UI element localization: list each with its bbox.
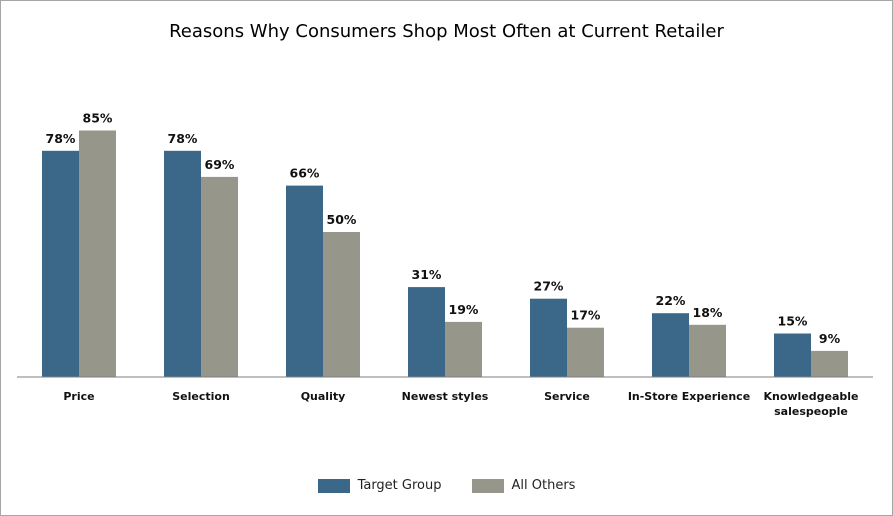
bar-all-others-knowledgeable-salespeople (811, 350, 848, 377)
legend-label-all-others: All Others (511, 478, 576, 493)
data-label-all-others-service: 17% (571, 308, 601, 323)
bar-all-others-service (567, 327, 604, 377)
bar-all-others-newest-styles (445, 321, 482, 377)
bar-target-group-newest-styles (408, 287, 445, 377)
labels-group: 78% 85% Price 78% 69% Selection 66% 50% Quality 3… (46, 111, 859, 419)
category-label-service: Service (544, 390, 590, 403)
bar-target-group-quality (286, 185, 323, 377)
category-label-knowledgeable-salespeople: Knowledgeable salespeople (763, 390, 858, 418)
bar-all-others-selection (201, 176, 238, 377)
legend-item-all-others: All Others (471, 478, 576, 493)
category-label-newest-styles: Newest styles (402, 390, 489, 403)
data-label-target-group-quality: 66% (290, 166, 320, 181)
data-label-all-others-price: 85% (83, 111, 113, 126)
legend-label-target-group: Target Group (357, 478, 442, 493)
bar-target-group-knowledgeable-salespeople (774, 333, 811, 377)
legend-swatch-target-group (317, 478, 350, 493)
bar-target-group-price (42, 150, 79, 377)
category-label-in-store-experience: In-Store Experience (628, 390, 750, 403)
chart-title: Reasons Why Consumers Shop Most Often at… (169, 21, 724, 42)
data-label-target-group-service: 27% (534, 279, 564, 294)
legend-swatch-all-others (471, 478, 504, 493)
data-label-target-group-in-store-experience: 22% (656, 293, 686, 308)
legend: Target Group All Others (0, 478, 893, 493)
bar-target-group-selection (164, 150, 201, 377)
bar-all-others-price (79, 130, 116, 377)
bar-target-group-in-store-experience (652, 313, 689, 377)
data-label-all-others-quality: 50% (327, 212, 357, 227)
legend-item-target-group: Target Group (317, 478, 442, 493)
data-label-target-group-knowledgeable-salespeople: 15% (778, 314, 808, 329)
bar-all-others-in-store-experience (689, 324, 726, 377)
data-label-target-group-newest-styles: 31% (412, 267, 442, 282)
data-label-all-others-selection: 69% (205, 157, 235, 172)
category-label-quality: Quality (301, 390, 346, 403)
category-label-selection: Selection (172, 390, 230, 403)
data-label-target-group-selection: 78% (168, 131, 198, 146)
bars-group (42, 130, 848, 377)
bar-target-group-service (530, 298, 567, 377)
data-label-all-others-knowledgeable-salespeople: 9% (819, 331, 841, 346)
bar-all-others-quality (323, 232, 360, 377)
data-label-all-others-newest-styles: 19% (449, 302, 479, 317)
category-label-price: Price (63, 390, 94, 403)
data-label-all-others-in-store-experience: 18% (693, 305, 723, 320)
data-label-target-group-price: 78% (46, 131, 76, 146)
